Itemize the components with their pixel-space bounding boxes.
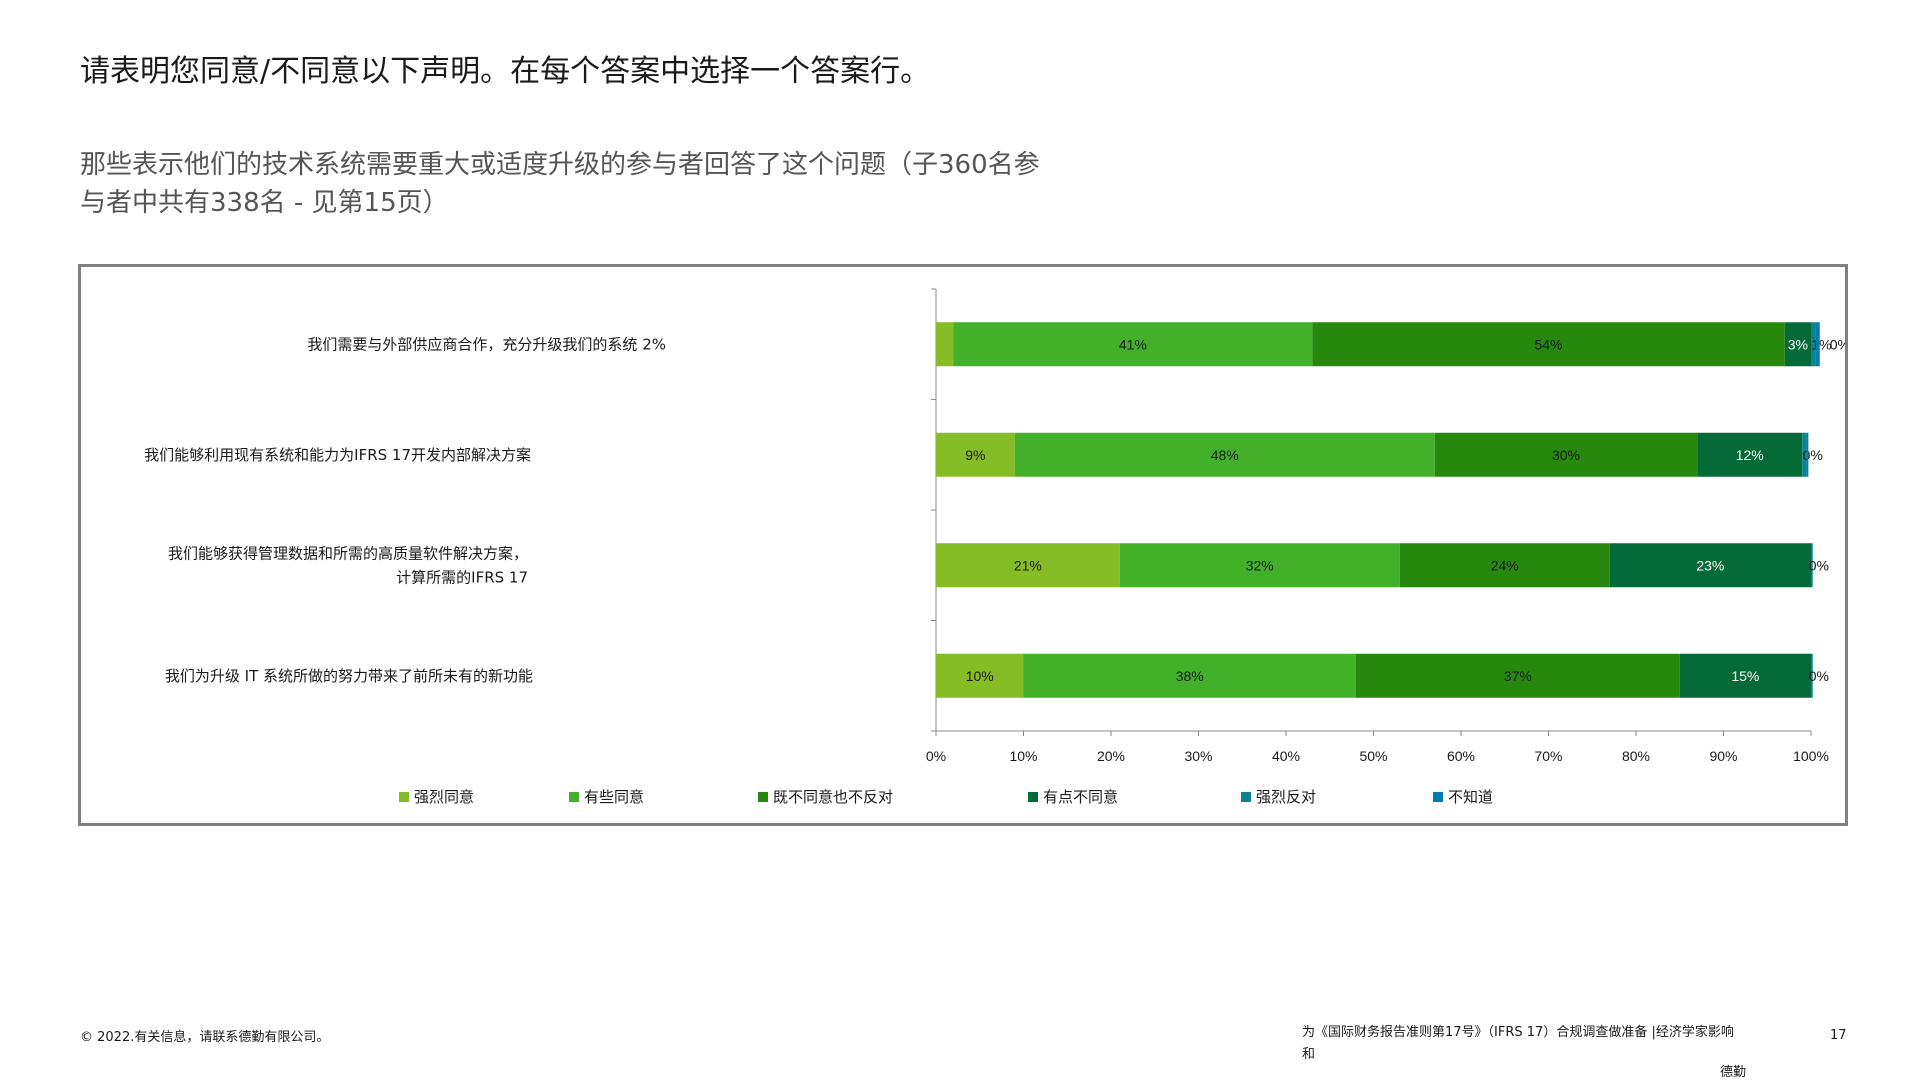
bar-segment [1434, 432, 1698, 477]
bar-segment [1312, 322, 1785, 367]
x-tick-label: 50% [1359, 748, 1387, 764]
bar-segment [936, 543, 1120, 588]
bar-value-label: 9% [965, 447, 985, 463]
bar-value-label: 23% [1696, 557, 1724, 573]
bar-value-label: 0% [1803, 447, 1823, 463]
x-tick-label: 40% [1272, 748, 1300, 764]
bar-segment [1399, 543, 1610, 588]
legend-swatch [569, 792, 579, 802]
bar-value-label: 12% [1736, 447, 1764, 463]
bar-value-label: 30% [1552, 447, 1580, 463]
legend-swatch [1028, 792, 1038, 802]
x-tick-label: 20% [1097, 748, 1125, 764]
bar-segment [1697, 432, 1803, 477]
footer-brand: 德勤 [1720, 1065, 1747, 1080]
bar-value-label: 0% [1830, 336, 1845, 352]
bar-value-label: 1% [1811, 336, 1831, 352]
legend-swatch [758, 792, 768, 802]
x-tick-label: 30% [1184, 748, 1212, 764]
legend-swatch [1241, 792, 1251, 802]
bar-value-label: 15% [1731, 668, 1759, 684]
bar-segment [1815, 322, 1820, 367]
bar-segment [1679, 653, 1811, 698]
legend-label: 既不同意也不反对 [773, 788, 893, 806]
bar-segment [1811, 653, 1813, 698]
bar-value-label: 41% [1119, 336, 1147, 352]
bar-segment [1014, 432, 1435, 477]
bar-segment [1609, 543, 1811, 588]
page-subtitle: 那些表示他们的技术系统需要重大或适度升级的参与者回答了这个问题（子360名参与者… [80, 150, 1040, 218]
bar-value-label: 54% [1534, 336, 1562, 352]
stacked-bar-chart: 0% 10% 20% 30% 40% 50% 60% 70% 80% 90% 100% 我们需要与外部… [144, 288, 1845, 806]
bar-value-label: 21% [1014, 557, 1042, 573]
legend-label: 不知道 [1448, 788, 1493, 806]
legend-swatch [1433, 792, 1443, 802]
category-label: 我们需要与外部供应商合作，充分升级我们的系统 2% [307, 335, 666, 353]
bar-value-label: 0% [1809, 557, 1829, 573]
bar-value-label: 37% [1504, 668, 1532, 684]
bar-value-label: 24% [1491, 557, 1519, 573]
bar-segment [953, 322, 1313, 367]
bar-segment [936, 653, 1024, 698]
x-tick-label: 10% [1009, 748, 1037, 764]
category-label: 计算所需的IFRS 17 [396, 568, 528, 586]
footer-source-line1: 为《国际财务报告准则第17号》（IFRS 17）合规调查做准备 |经济学家影响 [1302, 1025, 1734, 1040]
bar-segment [1802, 432, 1807, 477]
x-tick-label: 60% [1447, 748, 1475, 764]
bar-segment [1811, 543, 1813, 588]
legend-label: 有点不同意 [1043, 788, 1118, 806]
legend-label: 有些同意 [584, 788, 644, 806]
bar-segment [936, 322, 954, 367]
bar-value-label: 38% [1176, 668, 1204, 684]
x-tick-label: 100% [1793, 748, 1829, 764]
chart-frame: 0% 10% 20% 30% 40% 50% 60% 70% 80% 90% 100% 我们需要与外部… [78, 264, 1848, 826]
bar-value-label: 3% [1788, 336, 1808, 352]
bar-segment [1784, 322, 1811, 367]
x-tick-label: 0% [926, 748, 946, 764]
bar-value-label: 48% [1211, 447, 1239, 463]
bar-segment [1806, 432, 1809, 477]
bar-segment [1023, 653, 1356, 698]
bar-value-label: 32% [1246, 557, 1274, 573]
bar-segment [1356, 653, 1680, 698]
category-label: 我们能够获得管理数据和所需的高质量软件解决方案， [168, 544, 528, 562]
legend-swatch [399, 792, 409, 802]
bar-segment [1119, 543, 1400, 588]
legend-label: 强烈反对 [1256, 788, 1316, 806]
legend-label: 强烈同意 [414, 788, 474, 806]
bar-segment [1811, 322, 1816, 367]
footer-source-line2: 和 [1302, 1047, 1316, 1062]
footer-copyright: © 2022.有关信息，请联系德勤有限公司。 [80, 1030, 330, 1045]
x-tick-label: 80% [1622, 748, 1650, 764]
x-tick-label: 90% [1709, 748, 1737, 764]
bar-value-label: 0% [1809, 668, 1829, 684]
page-title: 请表明您同意/不同意以下声明。在每个答案中选择一个答案行。 [80, 54, 931, 89]
page-number: 17 [1830, 1028, 1847, 1043]
x-tick-label: 70% [1534, 748, 1562, 764]
bar-segment [936, 432, 1015, 477]
footer-source: 为《国际财务报告准则第17号》（IFRS 17）合规调查做准备 |经济学家影响 … [1302, 1022, 1802, 1066]
category-label: 我们能够利用现有系统和能力为IFRS 17开发内部解决方案 [144, 446, 531, 464]
bar-value-label: 10% [966, 668, 994, 684]
category-label: 我们为升级 IT 系统所做的努力带来了前所未有的新功能 [165, 667, 533, 685]
